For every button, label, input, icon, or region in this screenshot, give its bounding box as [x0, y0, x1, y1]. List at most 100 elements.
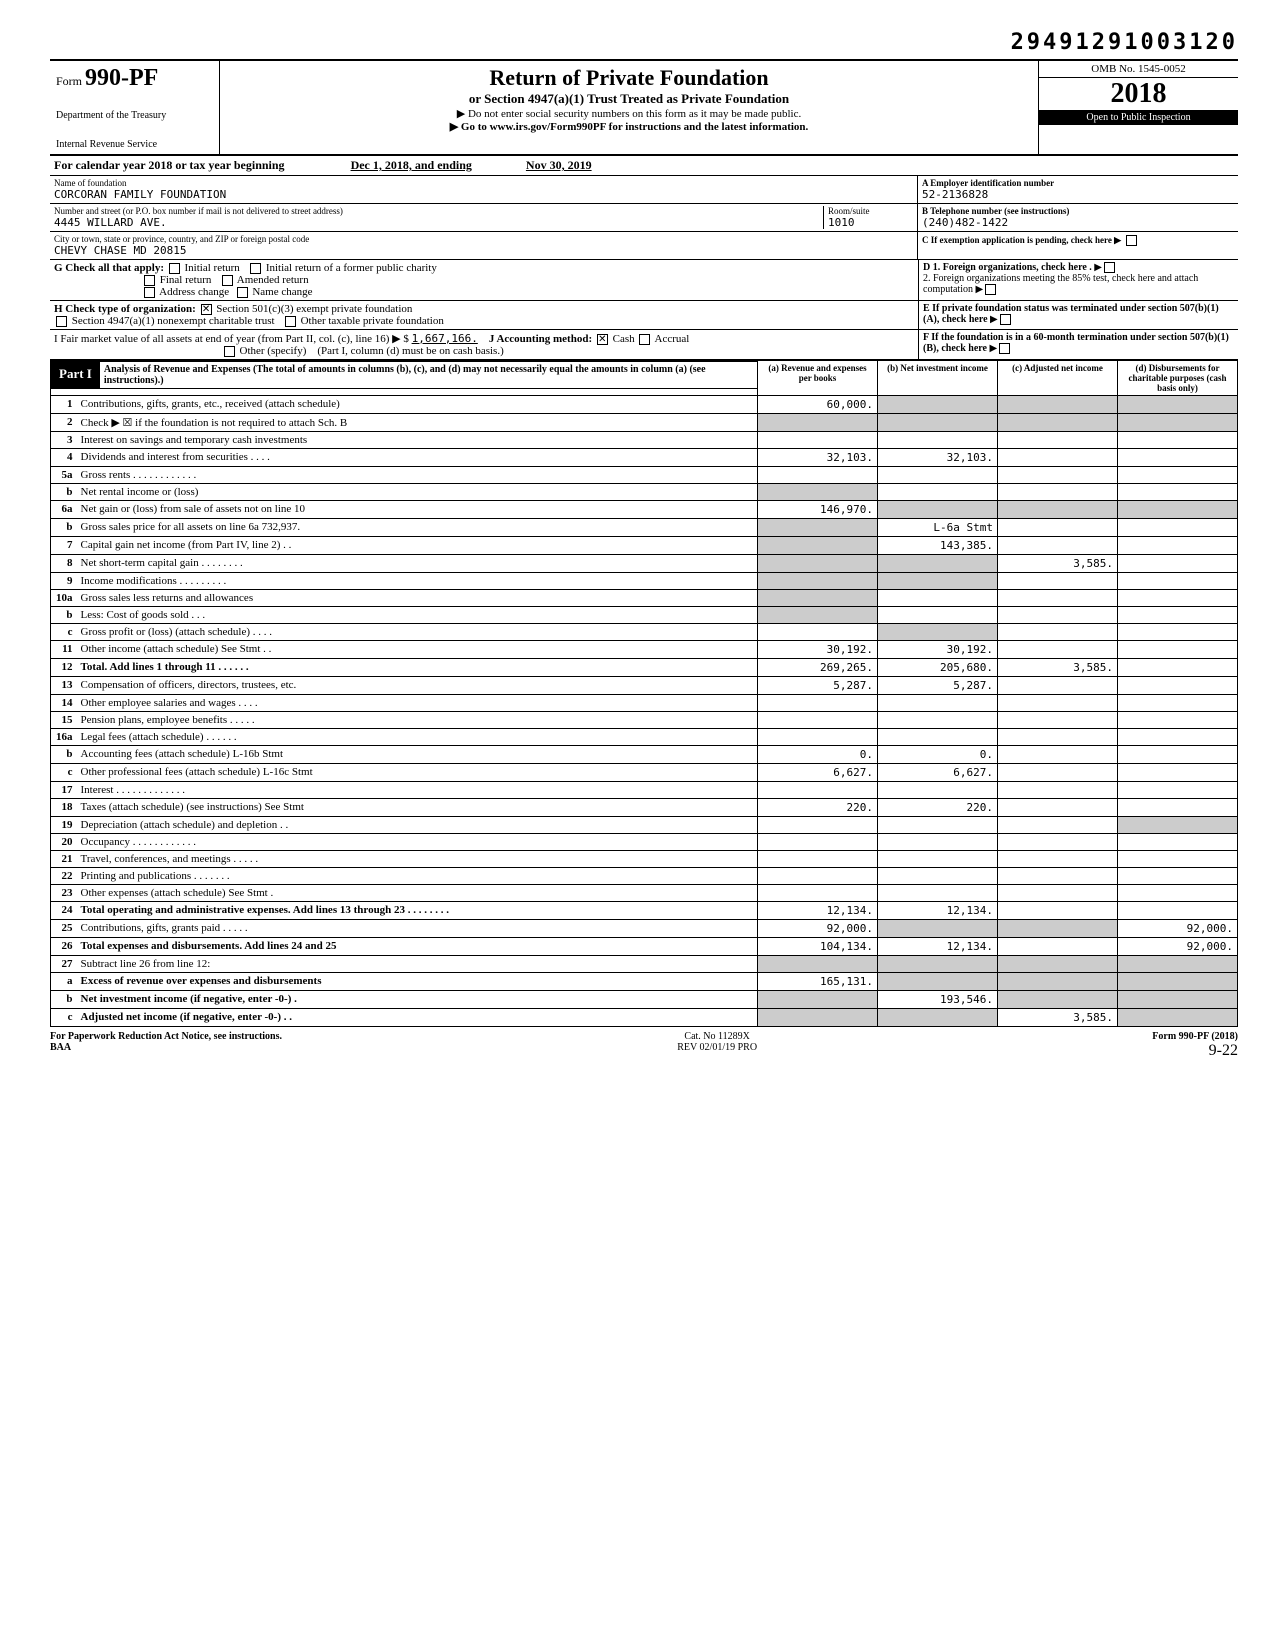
col-d-value [1118, 817, 1238, 834]
line-description: Depreciation (attach schedule) and deple… [77, 817, 758, 834]
col-c-value [998, 834, 1118, 851]
cal-end: Nov 30, 2019 [526, 158, 592, 172]
year-box: OMB No. 1545-0052 2018 Open to Public In… [1038, 61, 1238, 154]
cat-no: Cat. No 11289X [684, 1031, 749, 1042]
g-check-former[interactable] [250, 263, 261, 274]
table-row: b Net investment income (if negative, en… [51, 991, 1238, 1009]
col-d-value [1118, 851, 1238, 868]
part1-table: Part I Analysis of Revenue and Expenses … [50, 360, 1238, 1027]
line-number: 24 [51, 902, 77, 920]
table-row: 13 Compensation of officers, directors, … [51, 677, 1238, 695]
line-description: Income modifications . . . . . . . . . [77, 573, 758, 590]
line-description: Adjusted net income (if negative, enter … [77, 1009, 758, 1027]
col-a-header: (a) Revenue and expenses per books [758, 361, 878, 396]
line-number: 25 [51, 920, 77, 938]
table-row: 4 Dividends and interest from securities… [51, 449, 1238, 467]
table-row: 24 Total operating and administrative ex… [51, 902, 1238, 920]
col-c-value [998, 537, 1118, 555]
c-checkbox[interactable] [1126, 235, 1137, 246]
col-a-value: 0. [758, 746, 878, 764]
table-row: 15 Pension plans, employee benefits . . … [51, 712, 1238, 729]
h-check-other[interactable] [285, 316, 296, 327]
f-label: F If the foundation is in a 60-month ter… [923, 332, 1229, 354]
room-label: Room/suite [828, 206, 913, 216]
table-row: 10a Gross sales less returns and allowan… [51, 590, 1238, 607]
name-label: Name of foundation [54, 178, 913, 188]
dept-irs: Internal Revenue Service [56, 139, 213, 150]
j-check-other[interactable] [224, 346, 235, 357]
calendar-year-row: For calendar year 2018 or tax year begin… [50, 156, 1238, 176]
baa: BAA [50, 1042, 71, 1053]
col-c-value [998, 920, 1118, 938]
line-number: 15 [51, 712, 77, 729]
line-description: Less: Cost of goods sold . . . [77, 607, 758, 624]
ein-cell: A Employer identification number 52-2136… [918, 176, 1238, 204]
d2-checkbox[interactable] [985, 284, 996, 295]
line-description: Contributions, gifts, grants, etc., rece… [77, 396, 758, 414]
col-a-value [758, 851, 878, 868]
col-c-value: 3,585. [998, 1009, 1118, 1027]
col-c-value [998, 938, 1118, 956]
form-prefix: Form [56, 74, 82, 88]
year-suffix: 18 [1139, 78, 1167, 109]
col-d-value [1118, 659, 1238, 677]
table-row: 6a Net gain or (loss) from sale of asset… [51, 501, 1238, 519]
col-c-value [998, 729, 1118, 746]
col-b-header: (b) Net investment income [878, 361, 998, 396]
line-number: c [51, 1009, 77, 1027]
line-number: 14 [51, 695, 77, 712]
col-c-value [998, 414, 1118, 432]
g-check-initial[interactable] [169, 263, 180, 274]
col-a-value [758, 432, 878, 449]
col-d-value [1118, 432, 1238, 449]
line-number: c [51, 624, 77, 641]
col-a-value [758, 573, 878, 590]
h-check-501c3[interactable] [201, 304, 212, 315]
col-a-value [758, 991, 878, 1009]
form-number: 990-PF [85, 65, 158, 91]
g-check-name[interactable] [237, 287, 248, 298]
col-c-value [998, 432, 1118, 449]
col-d-value [1118, 746, 1238, 764]
line-description: Interest . . . . . . . . . . . . . [77, 782, 758, 799]
line-number: 13 [51, 677, 77, 695]
col-a-value: 220. [758, 799, 878, 817]
col-a-value [758, 414, 878, 432]
d1-checkbox[interactable] [1104, 262, 1115, 273]
g-check-amended[interactable] [222, 275, 233, 286]
identity-grid: Name of foundation CORCORAN FAMILY FOUND… [50, 176, 1238, 260]
line-description: Contributions, gifts, grants paid . . . … [77, 920, 758, 938]
title-note1: ▶ Do not enter social security numbers o… [228, 107, 1030, 120]
col-c-value [998, 396, 1118, 414]
g-check-address[interactable] [144, 287, 155, 298]
document-number: 29491291003120 [50, 30, 1238, 55]
col-c-value [998, 817, 1118, 834]
table-row: 20 Occupancy . . . . . . . . . . . . [51, 834, 1238, 851]
col-a-value: 165,131. [758, 973, 878, 991]
line-description: Subtract line 26 from line 12: [77, 956, 758, 973]
col-a-value [758, 956, 878, 973]
page-footer: For Paperwork Reduction Act Notice, see … [50, 1027, 1238, 1060]
col-d-value [1118, 501, 1238, 519]
j-check-cash[interactable] [597, 334, 608, 345]
g-check-final[interactable] [144, 275, 155, 286]
col-b-value: 143,385. [878, 537, 998, 555]
line-number: 21 [51, 851, 77, 868]
form-ref: Form 990-PF (2018) [1152, 1031, 1238, 1042]
col-a-value [758, 484, 878, 501]
line-description: Net gain or (loss) from sale of assets n… [77, 501, 758, 519]
col-a-value: 269,265. [758, 659, 878, 677]
col-a-value [758, 537, 878, 555]
col-b-value [878, 573, 998, 590]
line-description: Capital gain net income (from Part IV, l… [77, 537, 758, 555]
f-checkbox[interactable] [999, 343, 1010, 354]
table-row: 11 Other income (attach schedule) See St… [51, 641, 1238, 659]
line-number: b [51, 484, 77, 501]
g-label: G Check all that apply: [54, 262, 164, 274]
h-check-4947[interactable] [56, 316, 67, 327]
e-checkbox[interactable] [1000, 314, 1011, 325]
line-description: Check ▶ ☒ if the foundation is not requi… [77, 414, 758, 432]
line-description: Net investment income (if negative, ente… [77, 991, 758, 1009]
j-check-accrual[interactable] [639, 334, 650, 345]
phone-label: B Telephone number (see instructions) [922, 206, 1234, 216]
